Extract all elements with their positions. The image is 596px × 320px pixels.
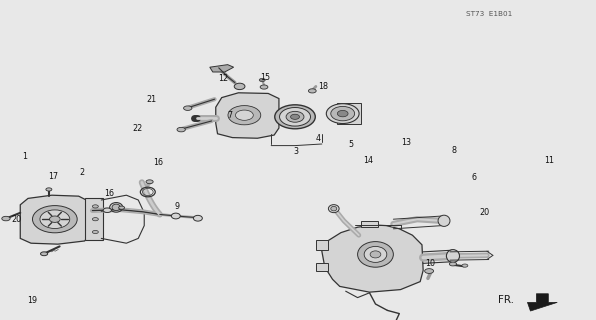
Text: 8: 8 bbox=[452, 146, 457, 155]
Text: 15: 15 bbox=[260, 73, 270, 82]
Text: 17: 17 bbox=[49, 172, 58, 181]
Ellipse shape bbox=[228, 106, 261, 125]
Text: 16: 16 bbox=[104, 189, 114, 198]
Ellipse shape bbox=[49, 216, 60, 222]
Ellipse shape bbox=[234, 83, 245, 90]
Text: 20: 20 bbox=[11, 215, 21, 224]
Ellipse shape bbox=[92, 230, 98, 234]
Polygon shape bbox=[210, 65, 234, 72]
Bar bbox=[361, 221, 378, 227]
Ellipse shape bbox=[119, 206, 125, 209]
Text: 5: 5 bbox=[348, 140, 353, 149]
Bar bbox=[316, 263, 328, 271]
Polygon shape bbox=[20, 195, 89, 244]
Ellipse shape bbox=[260, 85, 268, 89]
Ellipse shape bbox=[331, 106, 355, 121]
Ellipse shape bbox=[103, 208, 111, 212]
Text: FR.: FR. bbox=[498, 295, 514, 305]
Text: 21: 21 bbox=[147, 95, 156, 104]
Ellipse shape bbox=[446, 250, 460, 262]
Ellipse shape bbox=[370, 251, 381, 258]
Ellipse shape bbox=[46, 188, 52, 191]
Ellipse shape bbox=[146, 180, 153, 184]
Ellipse shape bbox=[2, 216, 10, 221]
Ellipse shape bbox=[92, 205, 98, 208]
Ellipse shape bbox=[358, 242, 393, 267]
Text: 16: 16 bbox=[153, 158, 163, 167]
Text: 10: 10 bbox=[426, 260, 435, 268]
Polygon shape bbox=[85, 198, 103, 240]
Text: 13: 13 bbox=[402, 138, 411, 147]
Ellipse shape bbox=[177, 127, 185, 132]
Ellipse shape bbox=[40, 210, 70, 228]
Ellipse shape bbox=[259, 78, 265, 82]
Ellipse shape bbox=[449, 262, 457, 266]
Ellipse shape bbox=[193, 215, 203, 221]
Text: 11: 11 bbox=[545, 156, 554, 165]
Text: 4: 4 bbox=[315, 134, 320, 143]
Ellipse shape bbox=[424, 269, 434, 273]
Ellipse shape bbox=[110, 203, 123, 212]
Ellipse shape bbox=[286, 111, 304, 122]
Text: 22: 22 bbox=[132, 124, 142, 132]
Ellipse shape bbox=[275, 105, 315, 129]
Ellipse shape bbox=[41, 252, 48, 256]
Text: ST73  E1B01: ST73 E1B01 bbox=[465, 12, 512, 17]
Text: 18: 18 bbox=[319, 82, 328, 91]
Ellipse shape bbox=[172, 213, 180, 219]
Ellipse shape bbox=[235, 110, 253, 120]
Ellipse shape bbox=[92, 218, 98, 221]
Ellipse shape bbox=[290, 114, 300, 119]
Text: 9: 9 bbox=[175, 202, 179, 211]
Polygon shape bbox=[216, 93, 279, 138]
Ellipse shape bbox=[112, 204, 120, 211]
Ellipse shape bbox=[184, 106, 192, 110]
Text: 1: 1 bbox=[23, 152, 27, 161]
Bar bbox=[337, 103, 361, 124]
Text: 14: 14 bbox=[363, 156, 372, 165]
Ellipse shape bbox=[280, 108, 311, 126]
Ellipse shape bbox=[364, 246, 387, 262]
Text: 20: 20 bbox=[479, 208, 489, 217]
Bar bbox=[316, 240, 328, 250]
Text: 7: 7 bbox=[227, 111, 232, 120]
Ellipse shape bbox=[331, 206, 337, 211]
Polygon shape bbox=[322, 225, 423, 292]
Text: 2: 2 bbox=[79, 168, 84, 177]
Polygon shape bbox=[527, 294, 557, 311]
Ellipse shape bbox=[462, 264, 468, 267]
Ellipse shape bbox=[337, 110, 348, 117]
Text: 6: 6 bbox=[471, 173, 476, 182]
Ellipse shape bbox=[309, 89, 316, 93]
Text: 12: 12 bbox=[219, 74, 228, 83]
Ellipse shape bbox=[32, 206, 77, 233]
Ellipse shape bbox=[328, 205, 339, 213]
Text: 19: 19 bbox=[27, 296, 37, 305]
Ellipse shape bbox=[438, 215, 450, 227]
Text: 3: 3 bbox=[294, 147, 299, 156]
Ellipse shape bbox=[327, 104, 359, 124]
